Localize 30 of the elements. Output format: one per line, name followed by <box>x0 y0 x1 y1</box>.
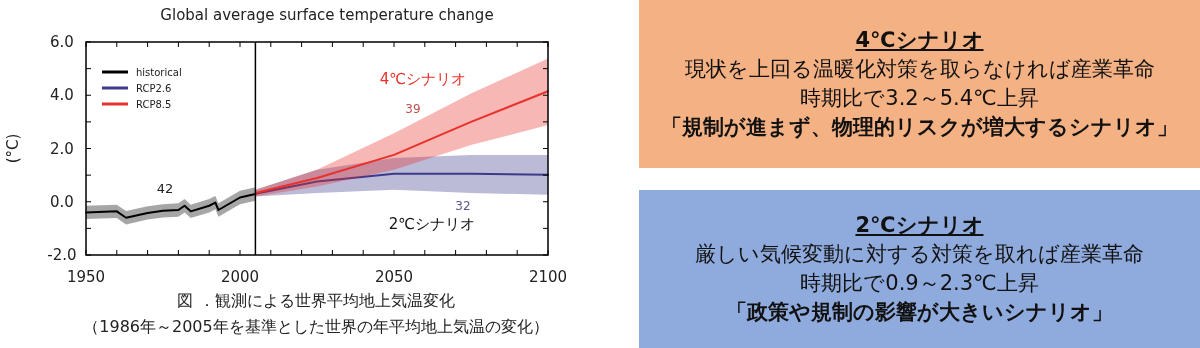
x-tick-label: 2100 <box>528 268 568 286</box>
legend-label: RCP2.6 <box>136 83 172 94</box>
annotation: 42 <box>156 181 174 196</box>
text: 厳しい気候変動に対する対策を取れば産業革命 <box>695 241 1144 268</box>
x-tick-label: 1950 <box>66 268 106 286</box>
legend-label: historical <box>136 67 182 78</box>
x-tick-label: 2000 <box>220 268 260 286</box>
chart-title: Global average surface temperature change <box>160 6 494 24</box>
y-tick-label: 6.0 <box>50 33 74 51</box>
text: （1986年～2005年を基準とした世界の年平均地上気温の変化） <box>83 317 549 336</box>
line-series <box>254 90 549 194</box>
text: 時期比で0.9～2.3℃上昇 <box>800 270 1039 297</box>
text: 「規制が進まず、物理的リスクが増大するシナリオ」 <box>661 114 1178 141</box>
y-axis-title: (°C) <box>4 133 22 164</box>
annotation: 4℃シナリオ <box>379 70 467 88</box>
y-tick-label: -2.0 <box>47 246 77 264</box>
y-tick-label: 2.0 <box>50 139 74 158</box>
annotation: 32 <box>455 199 471 213</box>
text: 現状を上回る温暖化対策を取らなければ産業革命 <box>684 56 1155 83</box>
x-tick-label: 2050 <box>374 268 414 286</box>
y-tick-label: 4.0 <box>50 86 74 105</box>
y-tick-label: 0.0 <box>50 192 74 211</box>
annotation: 2℃シナリオ <box>388 215 476 233</box>
text: 「政策や規制の影響が大きいシナリオ」 <box>726 299 1113 326</box>
annotation: 39 <box>405 102 421 116</box>
text: 2℃シナリオ <box>855 212 984 239</box>
text: 4℃シナリオ <box>855 27 984 54</box>
text: 図 ．観測による世界平均地上気温変化 <box>177 291 455 310</box>
legend-label: RCP8.5 <box>136 99 172 110</box>
text: 時期比で3.2～5.4℃上昇 <box>800 85 1039 112</box>
